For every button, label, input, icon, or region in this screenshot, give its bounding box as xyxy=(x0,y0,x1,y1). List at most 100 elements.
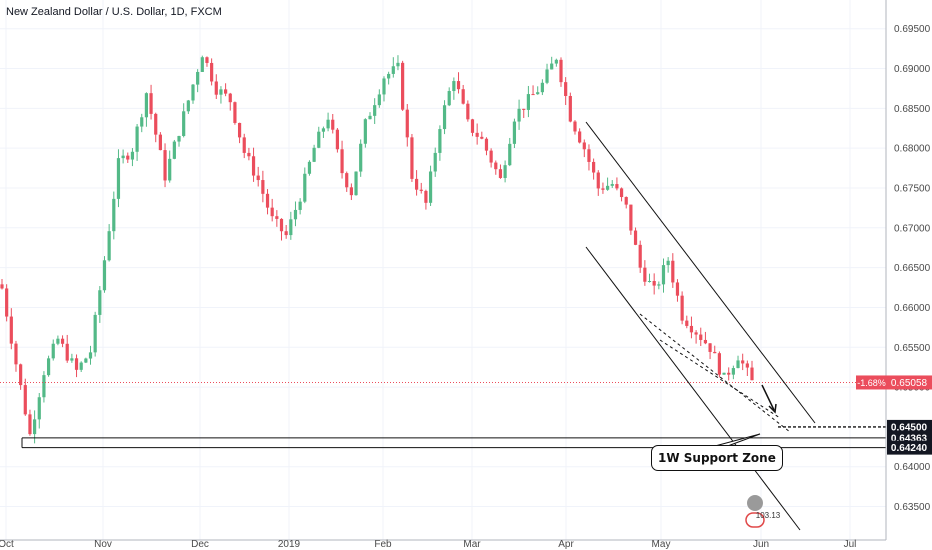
support-zone-annotation[interactable]: 1W Support Zone xyxy=(651,445,783,471)
chart-title: New Zealand Dollar / U.S. Dollar, 1D, FX… xyxy=(6,6,222,18)
time-tick-label: Dec xyxy=(191,539,209,550)
candle-body xyxy=(284,231,288,236)
candle-body xyxy=(247,152,251,157)
candle-body xyxy=(158,134,162,151)
candle-body xyxy=(326,119,330,129)
candle-body xyxy=(727,372,731,375)
candle-body xyxy=(98,290,102,315)
time-tick-label: Jun xyxy=(753,539,769,550)
candle-body xyxy=(414,178,419,190)
candle-body xyxy=(461,89,465,104)
projection-line xyxy=(639,313,791,433)
candle-body xyxy=(261,180,265,194)
candle-body xyxy=(33,419,37,435)
time-tick-label: 2019 xyxy=(278,539,301,550)
candle-body xyxy=(489,150,493,163)
candle-body xyxy=(494,162,498,170)
candle-body xyxy=(652,280,656,286)
candle-body xyxy=(694,332,698,335)
candle-body xyxy=(410,137,414,179)
candle-body xyxy=(699,334,703,340)
candle-body xyxy=(377,94,381,106)
level-badge xyxy=(887,440,932,455)
candle-body xyxy=(396,62,400,67)
candle-body xyxy=(242,137,246,153)
price-tick-label: 0.67500 xyxy=(894,183,931,194)
candle-body xyxy=(657,284,661,286)
candle-body xyxy=(592,161,596,173)
candle-body xyxy=(428,171,433,203)
candle-body xyxy=(619,188,624,198)
candle-body xyxy=(503,165,507,178)
candle-body xyxy=(317,131,321,148)
candle-body xyxy=(279,218,284,232)
candle-body xyxy=(121,155,125,159)
candle-body xyxy=(88,352,93,359)
candle-body xyxy=(452,81,456,92)
candle-body xyxy=(578,131,582,143)
candle-body xyxy=(237,122,242,138)
candle-body xyxy=(0,284,4,289)
candle-body xyxy=(596,172,600,189)
candle-body xyxy=(512,121,517,144)
candle-body xyxy=(74,358,79,370)
candle-body xyxy=(484,138,489,151)
candle-body xyxy=(685,320,689,326)
candlestick-series xyxy=(0,55,754,444)
candle-body xyxy=(177,135,181,142)
candle-body xyxy=(233,102,237,123)
candle-body xyxy=(736,360,740,369)
candle-body xyxy=(405,109,409,138)
level-badge xyxy=(887,419,932,434)
candle-body xyxy=(391,66,395,74)
candle-body xyxy=(671,260,675,283)
candle-body xyxy=(536,92,540,95)
time-tick-label: May xyxy=(652,539,671,550)
candle-body xyxy=(629,204,633,231)
candle-body xyxy=(251,156,256,176)
candle-body xyxy=(19,364,23,386)
candle-body xyxy=(582,142,586,150)
candle-body xyxy=(498,169,503,178)
watermark-text: 103.13 xyxy=(756,511,781,520)
candle-body xyxy=(433,152,437,172)
watermark-badge xyxy=(745,512,765,528)
channel-lower-line xyxy=(585,246,801,531)
candle-body xyxy=(196,71,200,85)
candle-body xyxy=(65,343,69,361)
candle-body xyxy=(154,113,158,135)
candle-body xyxy=(610,184,614,186)
price-tick-label: 0.69000 xyxy=(894,64,931,75)
arrow-shaft xyxy=(761,384,775,411)
drawing-lines: 103.13 xyxy=(0,121,886,531)
price-change-badge xyxy=(856,375,887,390)
level-label: 0.64500 xyxy=(891,422,928,433)
watermark-circle xyxy=(747,495,763,511)
candle-body xyxy=(559,59,563,83)
candle-body xyxy=(112,198,116,232)
candle-body xyxy=(289,219,293,236)
candle-body xyxy=(163,150,167,181)
candle-body xyxy=(224,89,228,94)
candle-body xyxy=(335,129,340,150)
candle-body xyxy=(438,129,442,153)
candle-body xyxy=(424,190,428,203)
time-tick-label: Nov xyxy=(94,539,112,550)
candle-body xyxy=(219,89,223,95)
price-tick-label: 0.67000 xyxy=(894,223,931,234)
candle-body xyxy=(144,93,149,118)
candle-body xyxy=(9,316,13,344)
candle-body xyxy=(298,201,302,210)
candle-body xyxy=(256,175,260,181)
channel-upper-line xyxy=(585,121,816,424)
candle-body xyxy=(554,59,558,64)
candle-body xyxy=(466,103,470,120)
level-label: 0.64363 xyxy=(891,433,928,444)
candle-body xyxy=(321,128,326,132)
candle-body xyxy=(545,69,549,83)
candle-body xyxy=(126,155,130,160)
time-tick-label: Feb xyxy=(374,539,392,550)
time-tick-label: Mar xyxy=(463,539,481,550)
candle-body xyxy=(573,121,577,132)
